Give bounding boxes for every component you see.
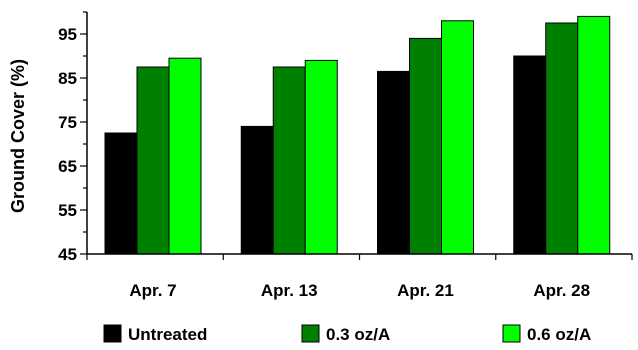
y-tick-label: 95 [58, 25, 77, 44]
y-tick-label: 65 [58, 157, 77, 176]
bar-2-4 [545, 22, 579, 255]
bar-1-2 [240, 125, 274, 255]
legend-label-1: Untreated [128, 325, 207, 344]
axes: 45 55 65 75 85 95 Apr. 7 Apr. 13 Apr. 21 Apr. 28 [58, 11, 633, 300]
bar-1-1 [104, 132, 138, 255]
legend-swatch-2 [301, 324, 320, 343]
x-tick-label: Apr. 21 [397, 281, 454, 300]
bar-1-3 [377, 70, 410, 255]
y-tick-label: 55 [58, 201, 77, 220]
bar-3-2 [304, 59, 338, 255]
bar-2-3 [409, 37, 442, 255]
y-tick-label: 45 [58, 245, 77, 264]
bar-1-4 [513, 55, 547, 255]
bar-3-4 [577, 15, 611, 255]
bar-3-1 [168, 57, 202, 255]
y-axis-title: Ground Cover (%) [8, 59, 28, 213]
legend-label-3: 0.6 oz/A [527, 325, 591, 344]
legend: Untreated 0.3 oz/A 0.6 oz/A [103, 324, 591, 344]
bars [104, 15, 611, 255]
bar-3-3 [441, 20, 474, 255]
legend-label-2: 0.3 oz/A [326, 325, 390, 344]
x-tick-label: Apr. 13 [261, 281, 318, 300]
legend-swatch-1 [103, 324, 122, 343]
y-tick-label: 75 [58, 113, 77, 132]
x-tick-label: Apr. 28 [533, 281, 590, 300]
bar-2-1 [136, 66, 170, 255]
bar-2-2 [272, 66, 306, 255]
x-tick-label: Apr. 7 [129, 281, 176, 300]
y-tick-label: 85 [58, 69, 77, 88]
legend-swatch-3 [502, 324, 521, 343]
